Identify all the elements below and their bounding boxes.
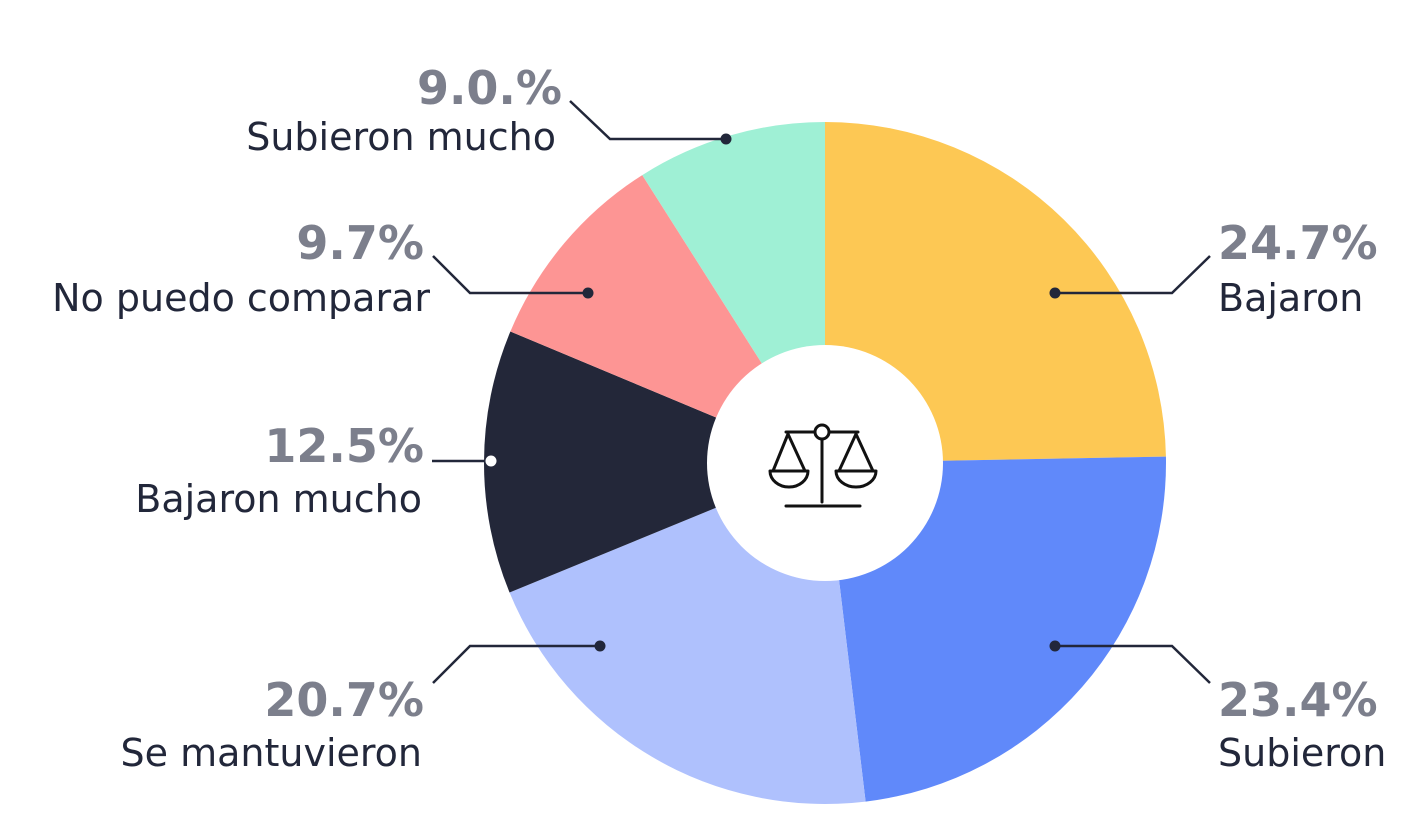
category-label-bajaron-mucho: Bajaron mucho [135,477,422,521]
leader-dot-subieron-mucho [720,133,732,145]
category-label-no-puedo-comparar: No puedo comparar [52,276,430,320]
pie-slice-bajaron [825,122,1166,463]
value-label-subieron-mucho: 9.0.% [417,61,562,115]
value-label-subieron: 23.4% [1218,673,1378,727]
center-hole [707,345,943,581]
leader-dot-bajaron-mucho [485,455,497,467]
leader-bajaron [1055,255,1211,295]
balance-scale-icon [768,423,878,508]
leader-dot-no-puedo-comparar [582,287,594,299]
category-label-subieron-mucho: Subieron mucho [246,115,556,159]
leader-dot-bajaron [1049,287,1061,299]
leader-dot-subieron [1049,640,1061,652]
category-label-bajaron: Bajaron [1218,276,1363,320]
leader-dot-se-mantuvieron [594,640,606,652]
value-label-se-mantuvieron: 20.7% [264,673,424,727]
leader-subieron-mucho [569,100,726,141]
leader-lines [432,100,1211,684]
value-label-bajaron: 24.7% [1218,216,1378,270]
slice-labels: 24.7% Bajaron 23.4% Subieron 20.7% Se ma… [52,61,1386,775]
leader-se-mantuvieron [432,644,600,684]
category-label-subieron: Subieron [1218,731,1386,775]
value-label-bajaron-mucho: 12.5% [264,419,424,473]
category-label-se-mantuvieron: Se mantuvieron [121,731,423,775]
pie-slice-bajaron-mucho [484,331,825,593]
leader-no-puedo-comparar [432,255,588,295]
value-label-no-puedo-comparar: 9.7% [296,216,424,270]
leader-subieron [1055,644,1211,684]
